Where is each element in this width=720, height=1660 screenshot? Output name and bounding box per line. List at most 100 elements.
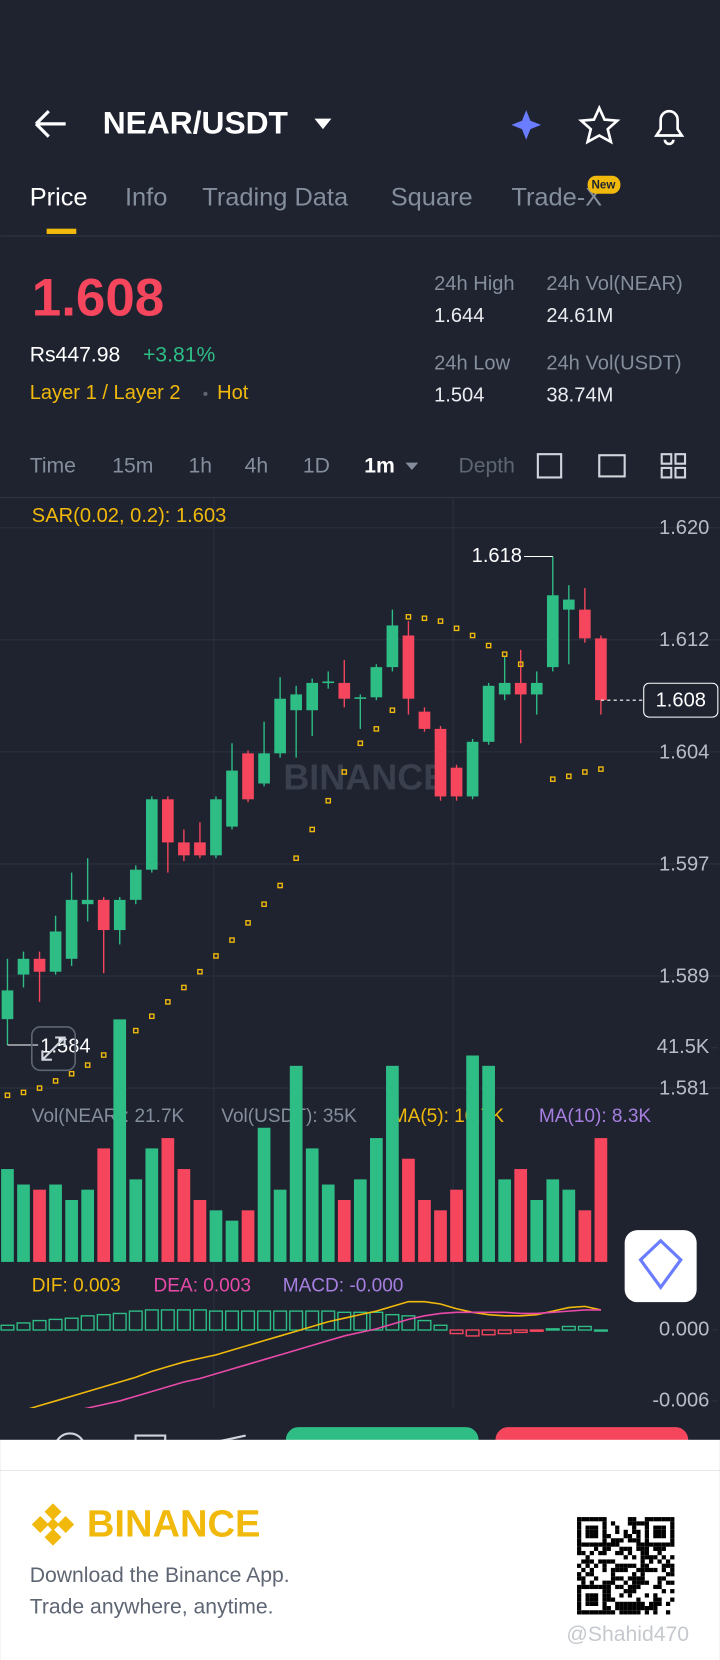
candle-body: [162, 799, 174, 843]
qr-cell: [589, 1550, 594, 1556]
qr-cell: [577, 1606, 582, 1611]
stat-value: 1.504: [434, 384, 484, 406]
tool-icon[interactable]: [598, 454, 626, 478]
layout-icon[interactable]: [660, 453, 687, 479]
qr-cell: [606, 1593, 611, 1598]
sar-dot: [20, 1089, 27, 1096]
sar-dot: [325, 797, 332, 804]
sar-dot: [485, 642, 492, 649]
qr-cell: [589, 1542, 594, 1547]
volume-bar: [289, 1065, 303, 1262]
qr-cell: [670, 1589, 675, 1594]
qr-cell: [593, 1542, 599, 1547]
interval[interactable]: 4h: [245, 454, 269, 477]
candle-body: [81, 899, 94, 905]
tab[interactable]: Square: [391, 184, 473, 212]
y-tick-label: 41.5K: [657, 1036, 710, 1058]
ai-icon[interactable]: [511, 110, 542, 140]
candle-body: [210, 799, 222, 856]
qr-cell: [593, 1576, 599, 1581]
volume-bar: [530, 1200, 544, 1262]
candle-body: [17, 958, 30, 975]
candle-body: [274, 698, 286, 754]
pair-title[interactable]: NEAR/USDT: [103, 104, 289, 140]
dea-line: [83, 1309, 601, 1409]
interval[interactable]: Depth: [458, 454, 514, 477]
volume-legend: Vol(NEAR): 21.7K: [32, 1106, 185, 1127]
interval-active[interactable]: 1m: [364, 454, 395, 477]
volume-bar: [145, 1148, 159, 1262]
tab[interactable]: Trading Data: [202, 184, 349, 212]
tab[interactable]: Trade-X: [511, 184, 602, 212]
qr-cell: [644, 1529, 650, 1535]
macd-bar: [401, 1315, 416, 1331]
qr-cell: [589, 1593, 594, 1598]
alert-icon[interactable]: [653, 109, 685, 146]
expand-icon[interactable]: [41, 1036, 66, 1061]
sar-dot: [84, 1062, 91, 1068]
qr-cell: [661, 1546, 666, 1551]
qr-cell: [657, 1529, 662, 1535]
plot: 1.6201.6121.6041.5971.5891.5811.6181.584…: [0, 517, 720, 1411]
interval[interactable]: 15m: [112, 454, 153, 477]
fiat-price: Rs447.98: [30, 343, 121, 366]
tool-icon[interactable]: [536, 453, 563, 479]
candle-body: [530, 682, 543, 695]
qr-cell: [627, 1517, 633, 1522]
qr-cell: [623, 1606, 628, 1611]
interval[interactable]: 1h: [188, 454, 212, 477]
qr-cell: [585, 1563, 590, 1568]
qr-cell: [610, 1538, 616, 1543]
macd-bar: [545, 1328, 560, 1331]
interval[interactable]: 1D: [303, 454, 330, 477]
qr-cell: [581, 1559, 586, 1564]
tab[interactable]: Price: [30, 184, 88, 212]
volume-bar: [1, 1169, 14, 1262]
qr-cell: [653, 1525, 658, 1530]
qr-cell: [644, 1555, 650, 1560]
volume-bar: [466, 1055, 479, 1262]
macd-bar: [64, 1317, 79, 1331]
qr-cell: [661, 1517, 666, 1522]
tag[interactable]: Hot: [217, 382, 249, 404]
qr-cell: [610, 1572, 616, 1577]
qr-cell: [665, 1580, 671, 1585]
tag[interactable]: Layer 1 / Layer 2: [30, 382, 181, 404]
candle-body: [322, 681, 335, 684]
qr-cell: [577, 1550, 582, 1556]
sar-dot: [293, 855, 299, 862]
qr-cell: [670, 1572, 675, 1577]
qr-cell: [636, 1597, 641, 1602]
candle-body: [113, 899, 126, 931]
y-tick-label: 0.000: [659, 1318, 709, 1340]
macd-bar: [112, 1312, 127, 1331]
qr-cell: [657, 1601, 662, 1607]
interval[interactable]: Time: [30, 454, 76, 477]
candle-body: [338, 682, 351, 699]
qr-cell: [665, 1572, 671, 1577]
assistant-button[interactable]: [624, 1230, 697, 1303]
qr-cell: [619, 1567, 624, 1573]
qr-cell: [585, 1597, 590, 1602]
candle-body: [65, 899, 78, 959]
qr-cell: [653, 1593, 658, 1598]
macd-bar: [417, 1319, 432, 1331]
macd-bar: [96, 1313, 111, 1331]
expand-button[interactable]: [31, 1026, 77, 1072]
assistant-icon[interactable]: [638, 1238, 683, 1291]
interval-caret[interactable]: [405, 462, 419, 471]
sar-dot: [165, 999, 171, 1005]
back-button[interactable]: [34, 110, 66, 138]
favorite-icon[interactable]: [578, 104, 621, 145]
pair-caret[interactable]: [314, 118, 332, 130]
qr-cell: [657, 1580, 662, 1585]
tab[interactable]: Info: [125, 184, 167, 212]
qr-cell: [615, 1606, 620, 1611]
candle-body: [258, 753, 270, 784]
qr-cell: [619, 1576, 624, 1581]
qr-cell: [577, 1546, 582, 1551]
qr-cell: [615, 1542, 620, 1547]
footer-text: Download the Binance App.: [30, 1564, 290, 1587]
stat-value: 1.644: [434, 305, 484, 327]
